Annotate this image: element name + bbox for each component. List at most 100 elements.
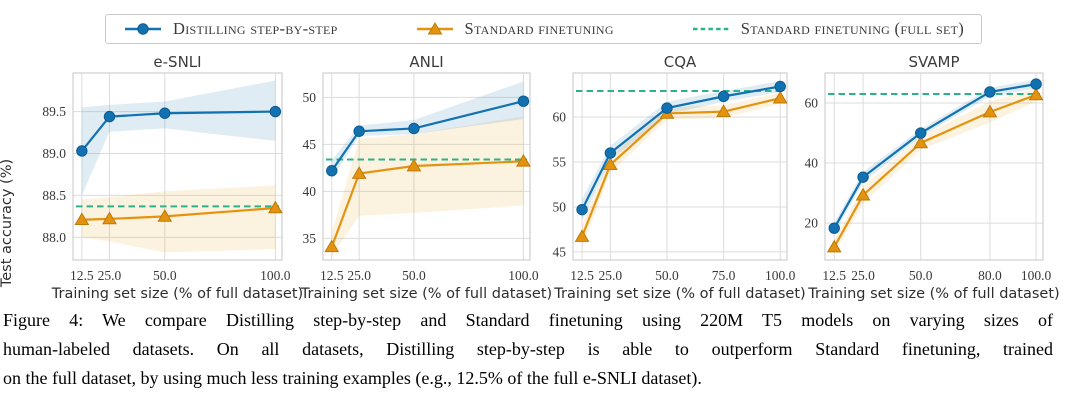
caption-line-2: human-labeled datasets. On all datasets,…: [3, 339, 1053, 359]
data-point-triangle: [102, 211, 117, 225]
chart-title: e-SNLI: [153, 55, 201, 71]
data-point-circle: [774, 80, 786, 93]
data-point-triangle: [826, 239, 842, 253]
x-tick-label: 25.0: [347, 268, 371, 283]
x-tick-label: 50.0: [655, 268, 679, 283]
figure-caption: Figure 4: We compare Distilling step-by-…: [3, 306, 1053, 393]
data-point-triangle: [351, 166, 367, 179]
legend-item-fullset: Standard finetuning (full set): [691, 19, 964, 39]
dashed-line-marker-icon: [692, 27, 729, 31]
confidence-band: [582, 81, 781, 221]
y-tick-label: 60: [805, 96, 819, 111]
plot-border: [572, 72, 788, 261]
y-tick-label: 88.5: [42, 188, 66, 203]
y-tick-label: 50: [303, 90, 317, 105]
x-tick-label: 25.0: [851, 268, 875, 283]
y-tick-label: 89.5: [42, 104, 66, 119]
x-tick-label: 100.0: [765, 268, 796, 283]
data-point-circle: [661, 102, 673, 114]
data-point-circle: [159, 107, 171, 119]
x-tick-label: 25.0: [599, 268, 623, 283]
data-point-triangle: [772, 90, 788, 104]
data-point-circle: [576, 203, 588, 216]
legend-item-distilling: Distilling step-by-step: [123, 19, 338, 39]
data-point-triangle: [74, 212, 90, 226]
triangle-line-marker-icon: [416, 22, 453, 35]
data-point-circle: [326, 165, 338, 177]
confidence-band: [582, 92, 781, 249]
y-tick-label: 60: [553, 110, 567, 125]
x-tick-label: 75.0: [712, 268, 736, 283]
confidence-band: [331, 116, 524, 257]
x-tick-label: 100.0: [260, 268, 291, 283]
y-tick-label: 20: [805, 216, 819, 231]
series-line: [330, 160, 524, 248]
x-tick-label: 100.0: [508, 268, 539, 283]
confidence-band: [834, 88, 1037, 254]
data-point-triangle: [157, 208, 173, 222]
y-tick-label: 45: [303, 137, 317, 152]
y-tick-label: 45: [553, 244, 567, 259]
x-tick-label: 12.5: [70, 268, 94, 283]
y-tick-label: 40: [805, 156, 819, 171]
data-point-circle: [353, 125, 365, 137]
y-tick-label: 50: [553, 199, 567, 214]
data-point-circle: [604, 147, 617, 159]
y-tick-label: 40: [303, 184, 317, 199]
legend-label-standard: Standard finetuning: [464, 19, 614, 38]
data-point-circle: [76, 145, 88, 157]
data-point-triangle: [324, 239, 340, 253]
series-line: [330, 100, 524, 172]
data-point-circle: [857, 171, 869, 183]
x-tick-label: 25.0: [98, 268, 122, 283]
data-point-triangle: [516, 153, 531, 167]
circle-line-marker-icon: [125, 23, 161, 35]
series-line: [80, 110, 276, 152]
data-point-circle: [517, 95, 530, 107]
data-point-circle: [408, 122, 420, 135]
series-line: [81, 206, 276, 221]
x-axis-label: Training set size (% of full dataset): [300, 286, 552, 302]
legend-label-distilling: Distilling step-by-step: [173, 19, 338, 38]
data-point-triangle: [982, 104, 998, 118]
y-tick-label: 35: [303, 231, 317, 246]
x-tick-label: 12.5: [570, 268, 594, 283]
x-tick-label: 50.0: [402, 268, 426, 283]
data-point-triangle: [267, 200, 283, 214]
data-point-triangle: [574, 229, 590, 242]
data-point-circle: [915, 127, 927, 139]
x-axis-label: Training set size (% of full dataset): [553, 286, 805, 302]
data-point-circle: [828, 222, 840, 234]
confidence-band: [81, 80, 276, 196]
chart-title: SVAMP: [908, 55, 959, 71]
confidence-band: [331, 81, 524, 180]
data-point-circle: [269, 105, 282, 118]
caption-line-3: on the full dataset, by using much less …: [3, 368, 702, 388]
data-point-triangle: [913, 135, 929, 149]
data-point-triangle: [716, 104, 731, 117]
data-point-triangle: [855, 187, 871, 201]
legend-circle-marker: [137, 23, 149, 35]
data-point-triangle: [602, 157, 618, 171]
x-tick-label: 12.5: [822, 268, 846, 283]
data-point-circle: [717, 90, 730, 103]
y-tick-label: 55: [553, 155, 567, 170]
caption-line-1: Figure 4: We compare Distilling step-by-…: [3, 310, 1053, 330]
charts-row: e-SNLI 88.0 88.5 89.0 89.5 12.5 25.0 50.0 100.0 T…: [0, 53, 1080, 305]
y-tick-label: 88.0: [42, 230, 66, 245]
legend-triangle-marker: [427, 22, 442, 35]
data-point-triangle: [1028, 87, 1044, 101]
chart-title: CQA: [664, 55, 697, 71]
y-tick-label: 89.0: [42, 146, 66, 161]
data-point-circle: [103, 110, 116, 123]
chart-legend: Distilling step-by-step Standard finetun…: [105, 14, 982, 44]
plot-border: [72, 72, 283, 261]
data-point-circle: [984, 86, 996, 98]
x-tick-label: 50.0: [909, 268, 933, 283]
plot-border: [824, 72, 1044, 261]
x-tick-label: 100.0: [1021, 268, 1052, 283]
legend-label-fullset: Standard finetuning (full set): [740, 19, 964, 38]
x-tick-label: 12.5: [320, 268, 344, 283]
x-axis-label: Training set size (% of full dataset): [51, 286, 303, 302]
